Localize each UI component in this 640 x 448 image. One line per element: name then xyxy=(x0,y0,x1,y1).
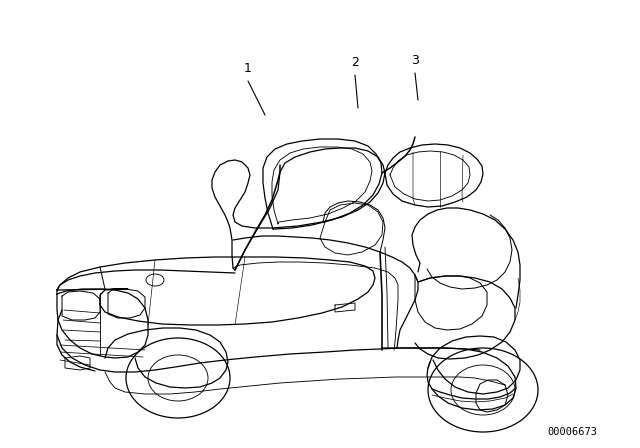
Text: 2: 2 xyxy=(351,56,359,69)
Text: 1: 1 xyxy=(244,61,252,74)
Text: 3: 3 xyxy=(411,53,419,66)
Text: 00006673: 00006673 xyxy=(547,427,597,437)
